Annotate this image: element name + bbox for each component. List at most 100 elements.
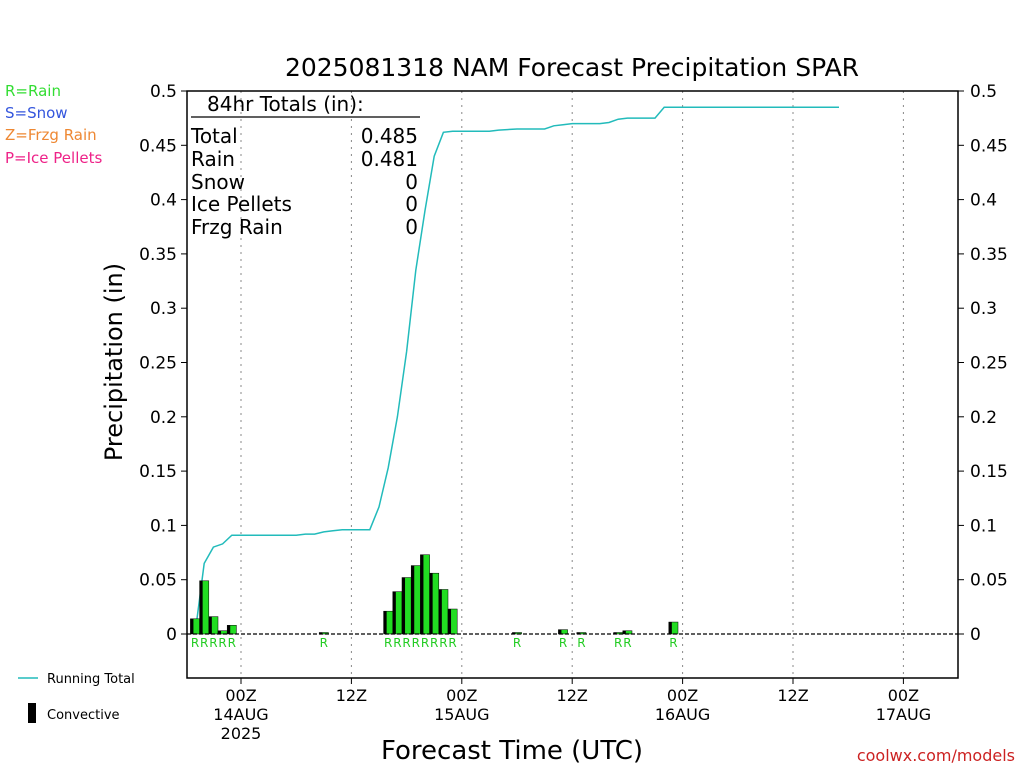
- y-tick-label-right: 0.35: [970, 245, 1008, 265]
- ptype-legend-rain: R=Rain: [5, 82, 61, 100]
- convective-legend-swatch: [28, 703, 36, 723]
- ptype-label: R: [421, 636, 429, 650]
- convective-bar: [613, 632, 617, 634]
- convective-bar: [622, 630, 626, 634]
- convective-bar: [319, 632, 323, 634]
- convective-bar: [558, 629, 562, 634]
- totals-total-label: Total: [190, 124, 238, 148]
- ptype-label: R: [393, 636, 401, 650]
- y-tick-label-right: 0.15: [970, 462, 1008, 482]
- totals-snow-label: Snow: [191, 170, 245, 194]
- y-tick-label-left: 0.5: [150, 82, 177, 102]
- x-tick-time: 00Z: [888, 686, 919, 705]
- convective-bar: [190, 618, 194, 634]
- ptype-label: R: [513, 636, 521, 650]
- ptype-label: R: [209, 636, 217, 650]
- totals-snow-value: 0: [405, 170, 418, 194]
- x-tick-year: 2025: [221, 724, 262, 743]
- y-tick-label-left: 0.05: [139, 571, 177, 591]
- ptype-label: R: [614, 636, 622, 650]
- convective-bar: [218, 630, 222, 634]
- ptype-label: R: [218, 636, 226, 650]
- x-axis-label: Forecast Time (UTC): [381, 736, 643, 766]
- precipitation-bars: [190, 554, 679, 635]
- convective-bar: [438, 589, 442, 634]
- ptype-legend-ice-pellets: P=Ice Pellets: [5, 149, 102, 167]
- y-tick-label-left: 0.2: [150, 408, 177, 428]
- ptype-label: R: [402, 636, 410, 650]
- x-tick-time: 12Z: [336, 686, 367, 705]
- y-tick-label-right: 0: [970, 625, 981, 645]
- convective-bar: [448, 609, 452, 634]
- y-tick-label-right: 0.1: [970, 516, 997, 536]
- y-tick-label-right: 0.45: [970, 136, 1008, 156]
- convective-legend-label: Convective: [47, 708, 120, 723]
- x-tick-date: 14AUG: [213, 705, 268, 724]
- ptype-label: R: [412, 636, 420, 650]
- convective-bar: [576, 632, 580, 634]
- convective-bar: [512, 632, 516, 634]
- y-tick-label-right: 0.5: [970, 82, 997, 102]
- running-total-polyline: [194, 106, 839, 635]
- convective-bar: [208, 616, 212, 634]
- x-tick-time: 00Z: [225, 686, 256, 705]
- y-tick-label-right: 0.25: [970, 354, 1008, 374]
- ptype-legend-frzg-rain: Z=Frzg Rain: [5, 126, 97, 144]
- chart-title: 2025081318 NAM Forecast Precipitation SP…: [285, 53, 859, 82]
- ptype-label: R: [320, 636, 328, 650]
- convective-bar: [411, 565, 415, 634]
- ptype-label: R: [191, 636, 199, 650]
- totals-total-value: 0.485: [361, 124, 418, 148]
- y-axis-label: Precipitation (in): [100, 263, 128, 461]
- y-axis-ticks: 0 00.05 0.050.1 0.10.15 0.150.2 0.20.25 0.250.…: [139, 82, 1008, 645]
- x-tick-date: 17AUG: [876, 705, 931, 724]
- convective-bar: [668, 622, 672, 634]
- ptype-label: R: [228, 636, 236, 650]
- vertical-grid-lines: [240, 91, 904, 678]
- x-tick-time: 12Z: [777, 686, 808, 705]
- convective-bar: [383, 611, 387, 634]
- y-tick-label-left: 0.3: [150, 299, 177, 319]
- series-legend: Running Total Convective: [18, 672, 135, 723]
- convective-bar: [199, 580, 203, 634]
- ptype-label: R: [577, 636, 585, 650]
- ptype-label: R: [559, 636, 567, 650]
- totals-ice-pellets-value: 0: [405, 192, 418, 216]
- totals-rain-label: Rain: [191, 147, 235, 171]
- ptype-label: R: [448, 636, 456, 650]
- running-total-legend-label: Running Total: [47, 672, 135, 687]
- totals-rain-value: 0.481: [361, 147, 418, 171]
- x-tick-time: 00Z: [446, 686, 477, 705]
- y-tick-label-left: 0.45: [139, 136, 177, 156]
- convective-bar: [420, 554, 424, 634]
- totals-frzg-rain-label: Frzg Rain: [191, 215, 283, 239]
- x-tick-time: 12Z: [557, 686, 588, 705]
- y-tick-label-left: 0.25: [139, 354, 177, 374]
- ptype-legend-snow: S=Snow: [5, 104, 68, 122]
- y-tick-label-left: 0.4: [150, 191, 177, 211]
- y-tick-label-left: 0.15: [139, 462, 177, 482]
- totals-box: 84hr Totals (in): Total 0.485 Rain 0.481…: [190, 92, 420, 239]
- ptype-label: R: [430, 636, 438, 650]
- y-tick-label-right: 0.2: [970, 408, 997, 428]
- y-tick-label-right: 0.3: [970, 299, 997, 319]
- ptype-label: R: [200, 636, 208, 650]
- ptype-label: R: [669, 636, 677, 650]
- convective-bar: [402, 577, 406, 634]
- convective-bar: [429, 573, 433, 634]
- convective-bar: [392, 591, 396, 634]
- ptype-label: R: [439, 636, 447, 650]
- y-tick-label-left: 0.35: [139, 245, 177, 265]
- y-tick-label-left: 0.1: [150, 516, 177, 536]
- ptype-label: R: [384, 636, 392, 650]
- convective-bar: [227, 625, 231, 634]
- x-tick-date: 15AUG: [434, 705, 489, 724]
- ptype-legend: R=Rain S=Snow Z=Frzg Rain P=Ice Pellets: [5, 82, 102, 167]
- y-tick-label-right: 0.05: [970, 571, 1008, 591]
- credit-text: coolwx.com/models: [857, 746, 1015, 765]
- running-total-line: [194, 106, 839, 635]
- totals-ice-pellets-label: Ice Pellets: [191, 192, 292, 216]
